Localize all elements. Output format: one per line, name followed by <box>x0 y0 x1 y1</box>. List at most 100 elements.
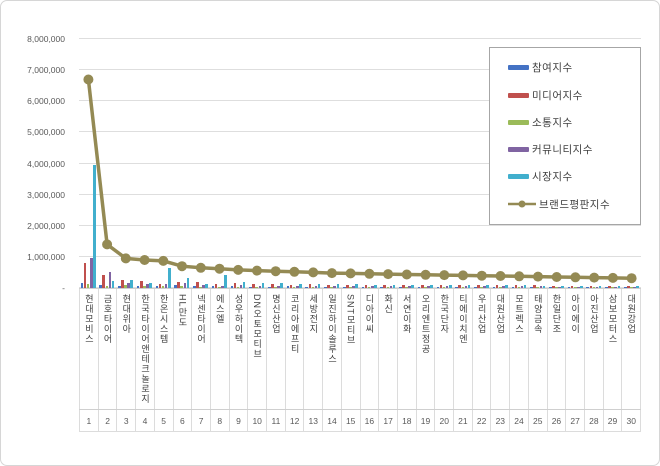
line-marker-brand-reputation <box>83 74 94 85</box>
bar-market <box>205 283 208 288</box>
category-label: 대원강업 <box>626 294 637 334</box>
bar-media <box>514 285 518 288</box>
bar-communication <box>143 286 146 288</box>
line-marker-brand-reputation <box>308 267 319 278</box>
y-axis-tick-label: - <box>62 283 65 293</box>
gridline <box>79 131 641 133</box>
rank-label: 30 <box>622 410 642 431</box>
bar-media <box>252 283 255 288</box>
rank-label: 6 <box>174 410 193 431</box>
bar-participation <box>417 287 421 288</box>
line-marker-brand-reputation <box>514 271 525 282</box>
bar-participation <box>193 286 196 288</box>
category-label: 오리엔트정공 <box>420 294 431 354</box>
bar-communication <box>255 286 259 288</box>
bar-community <box>427 286 430 288</box>
rank-label: 7 <box>192 410 211 431</box>
bar-market <box>186 278 190 288</box>
rank-label: 8 <box>211 410 230 431</box>
bar-community <box>239 285 243 288</box>
bar-community <box>146 284 149 288</box>
category-cell: 삼보모터스 <box>604 289 623 409</box>
bar-media <box>233 283 237 288</box>
bar-community <box>577 286 580 288</box>
bar-media <box>608 285 611 288</box>
y-axis-tick-label: 4,000,000 <box>27 158 65 169</box>
bar-communication <box>349 287 352 288</box>
bar-communication <box>573 287 577 288</box>
line-marker-brand-reputation <box>270 266 281 277</box>
bar-communication <box>330 286 333 288</box>
bar-participation <box>305 286 309 288</box>
category-cell: 한일단조 <box>548 289 567 409</box>
bar-media <box>364 284 368 288</box>
bar-cluster <box>135 39 154 288</box>
legend-item-participation: 참여지수 <box>508 60 640 75</box>
bar-series-area <box>79 39 641 288</box>
bar-media <box>552 285 555 288</box>
legend-label-media: 미디어지수 <box>532 89 583 102</box>
bar-market <box>355 284 358 288</box>
bar-market <box>93 165 96 288</box>
category-cell: 한온시스템 <box>155 289 174 409</box>
category-cell: 성우하이텍 <box>230 289 249 409</box>
bar-communication <box>367 287 371 288</box>
line-marker-brand-reputation <box>439 270 450 281</box>
bar-media <box>196 281 199 288</box>
bar-participation <box>436 287 440 288</box>
bar-participation <box>99 285 102 288</box>
category-label: 한일단조 <box>551 294 562 334</box>
bar-community <box>520 286 524 288</box>
bar-participation <box>155 286 159 288</box>
bar-cluster <box>341 39 360 288</box>
category-label: 한국단자 <box>439 294 450 334</box>
y-axis-tick-label: 3,000,000 <box>27 189 65 200</box>
bar-community <box>164 283 168 288</box>
rank-label: 12 <box>286 410 305 431</box>
bar-communication <box>161 286 165 288</box>
bar-cluster <box>435 39 454 288</box>
legend-label-brand-reputation: 브랜드평판지수 <box>539 198 611 211</box>
line-marker-brand-reputation <box>233 264 244 275</box>
bar-communication <box>498 287 502 288</box>
bar-media <box>308 284 312 288</box>
gridline <box>79 100 641 102</box>
line-marker-brand-reputation <box>326 268 337 279</box>
category-cell: 넥센타이어 <box>192 289 211 409</box>
bar-communication <box>105 285 109 288</box>
line-marker-brand-reputation <box>158 255 169 266</box>
bar-cluster <box>248 39 267 288</box>
bar-media <box>533 285 536 288</box>
bar-media <box>477 285 480 288</box>
category-cell: SNT모티브 <box>342 289 361 409</box>
bar-participation <box>548 287 552 288</box>
line-marker-brand-reputation <box>120 253 131 264</box>
bar-media <box>439 284 443 288</box>
bar-market <box>261 283 265 288</box>
y-axis-tick-label: 1,000,000 <box>27 251 65 262</box>
bar-participation <box>249 286 252 288</box>
bar-community <box>370 286 374 288</box>
gridline <box>79 255 641 257</box>
bar-cluster <box>472 39 491 288</box>
category-label: 한온시스템 <box>158 294 169 344</box>
legend-label-communication: 소통지수 <box>532 116 573 129</box>
rank-label: 27 <box>566 410 585 431</box>
bar-cluster <box>154 39 173 288</box>
bar-media <box>627 285 630 288</box>
bar-communication <box>180 285 184 288</box>
category-cell: 우리산업 <box>473 289 492 409</box>
category-label: HL만도 <box>177 294 188 328</box>
category-label: 티에이치엔 <box>457 294 468 344</box>
legend-swatch-media <box>508 92 529 98</box>
rank-label: 29 <box>604 410 623 431</box>
line-marker-brand-reputation <box>252 265 262 276</box>
bar-community <box>539 286 543 288</box>
bar-community <box>295 285 299 288</box>
bar-community <box>314 285 318 288</box>
rank-label: 25 <box>529 410 548 431</box>
gridline <box>79 193 641 195</box>
bar-community <box>108 272 112 288</box>
bar-communication <box>536 287 540 288</box>
category-label: 일진하이솔루스 <box>326 294 337 364</box>
